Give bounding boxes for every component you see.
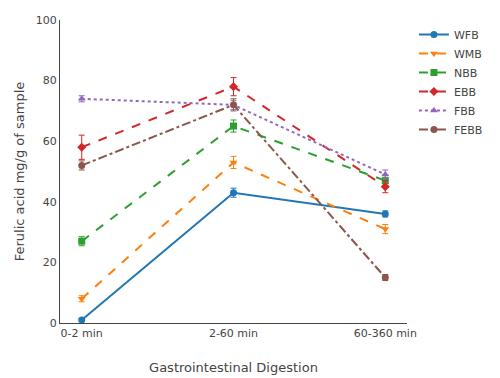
svg-text:100: 100 [36, 14, 57, 27]
svg-text:60: 60 [43, 135, 57, 148]
svg-text:0: 0 [50, 317, 57, 330]
svg-text:Gastrointestinal Digestion: Gastrointestinal Digestion [149, 360, 318, 375]
svg-text:0-2 min: 0-2 min [61, 327, 103, 340]
svg-text:80: 80 [43, 74, 57, 87]
svg-text:Ferulic acid mg/g of sample: Ferulic acid mg/g of sample [12, 82, 27, 262]
svg-text:40: 40 [43, 196, 57, 209]
svg-text:60-360 min: 60-360 min [354, 327, 417, 340]
svg-text:20: 20 [43, 256, 57, 269]
svg-text:FEBB: FEBB [454, 124, 482, 137]
svg-text:WFB: WFB [454, 29, 479, 42]
svg-text:NBB: NBB [454, 67, 477, 80]
svg-text:EBB: EBB [454, 86, 476, 99]
svg-text:FBB: FBB [454, 105, 475, 118]
svg-text:2-60 min: 2-60 min [209, 327, 258, 340]
svg-text:WMB: WMB [454, 48, 482, 61]
